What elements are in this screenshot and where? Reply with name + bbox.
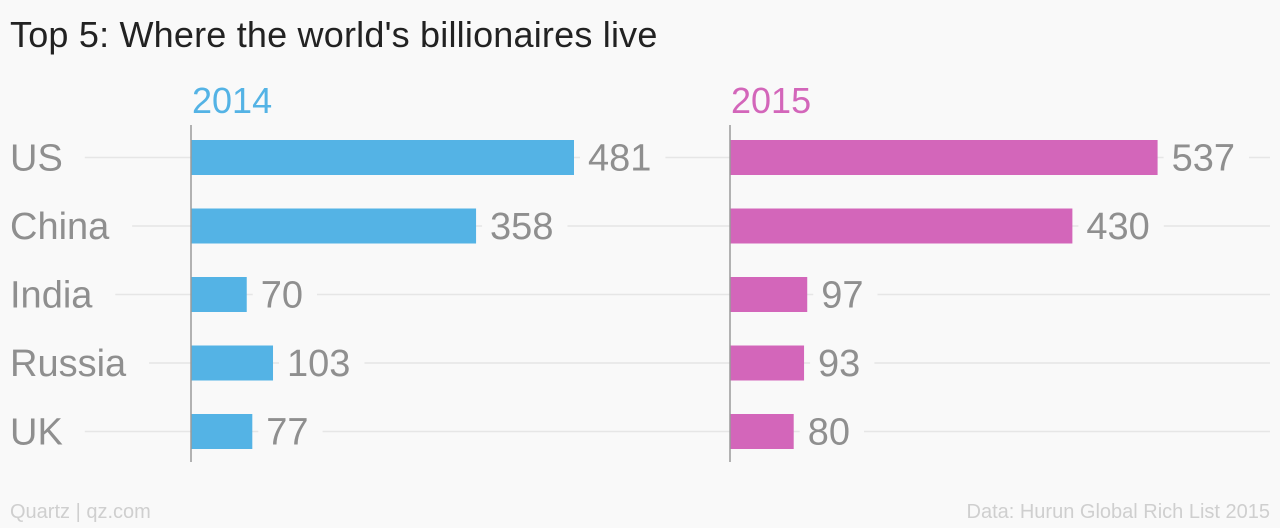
value-label: 70 (261, 275, 303, 317)
category-label: Russia (10, 343, 127, 385)
label-backdrop (0, 135, 85, 182)
footer-credit: Quartz | qz.com (10, 501, 151, 523)
bar-2015-china (730, 208, 1073, 244)
value-backdrop (1163, 135, 1249, 182)
value-backdrop (799, 409, 864, 456)
label-backdrop (0, 409, 85, 456)
bar-2014-us (191, 140, 574, 175)
value-label: 358 (490, 206, 553, 248)
bar-2014-uk (191, 414, 253, 449)
value-label: 430 (1086, 206, 1149, 248)
bar-2015-india (730, 277, 808, 312)
value-label: 80 (808, 412, 850, 454)
value-backdrop (279, 341, 365, 387)
value-label: 481 (588, 138, 651, 180)
value-backdrop (1078, 204, 1164, 250)
series-title-2014: 2014 (192, 80, 273, 121)
bar-2015-uk (730, 414, 794, 449)
category-label: US (10, 138, 63, 180)
bar-2015-russia (730, 345, 805, 381)
bar-2014-india (191, 277, 247, 312)
value-label: 93 (818, 343, 860, 385)
category-label: China (10, 206, 110, 248)
label-backdrop (0, 341, 150, 387)
label-backdrop (0, 204, 133, 250)
value-label: 103 (287, 343, 350, 385)
value-label: 77 (266, 412, 308, 454)
bar-2015-us (730, 140, 1158, 175)
value-backdrop (482, 204, 568, 250)
label-backdrop (0, 272, 116, 319)
category-label: UK (10, 412, 63, 454)
series-title-2015: 2015 (731, 80, 812, 121)
value-backdrop (813, 272, 878, 319)
value-label: 537 (1172, 138, 1235, 180)
chart-title: Top 5: Where the world's billionaires li… (10, 14, 658, 55)
value-label: 97 (821, 275, 863, 317)
bar-2014-russia (191, 345, 274, 381)
value-backdrop (580, 135, 666, 182)
bar-2014-china (191, 208, 477, 244)
footer-source: Data: Hurun Global Rich List 2015 (966, 501, 1271, 523)
value-backdrop (252, 272, 318, 319)
value-backdrop (258, 409, 323, 456)
category-label: India (10, 275, 93, 317)
value-backdrop (810, 341, 875, 387)
